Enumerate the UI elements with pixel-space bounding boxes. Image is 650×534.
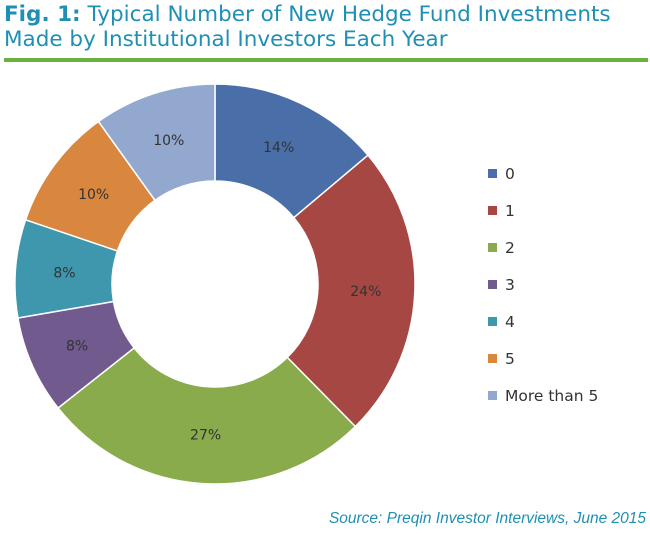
- legend-item: 5: [488, 340, 648, 377]
- legend-item: More than 5: [488, 377, 648, 414]
- legend-item: 4: [488, 303, 648, 340]
- slice-2: [57, 346, 357, 485]
- legend-label: 4: [505, 312, 515, 331]
- legend-item: 3: [488, 266, 648, 303]
- legend-swatch: [488, 280, 497, 289]
- legend-label: 0: [505, 164, 515, 183]
- legend-label: More than 5: [505, 386, 599, 405]
- legend-label: 3: [505, 275, 515, 294]
- data-label-4: 8%: [53, 265, 75, 281]
- legend-item: 1: [488, 192, 648, 229]
- legend-label: 1: [505, 201, 515, 220]
- legend-label: 2: [505, 238, 515, 257]
- legend-swatch: [488, 243, 497, 252]
- figure-label: Fig. 1:: [4, 2, 81, 27]
- legend: 0 1 2 3 4 5 More than 5: [488, 155, 648, 414]
- legend-item: 2: [488, 229, 648, 266]
- legend-swatch: [488, 391, 497, 400]
- data-label-2: 27%: [190, 428, 221, 444]
- legend-swatch: [488, 169, 497, 178]
- source-note: Source: Preqin Investor Interviews, June…: [328, 510, 646, 527]
- slice-1: [286, 154, 416, 428]
- chart-title: Fig. 1: Typical Number of New Hedge Fund…: [4, 2, 644, 52]
- data-label-1: 24%: [350, 284, 381, 300]
- legend-swatch: [488, 317, 497, 326]
- data-label-5: 10%: [78, 187, 109, 203]
- title-text: Typical Number of New Hedge Fund Investm…: [4, 2, 611, 52]
- legend-item: 0: [488, 155, 648, 192]
- legend-swatch: [488, 354, 497, 363]
- data-label-0: 14%: [263, 140, 294, 156]
- slice-more-than-5: [97, 83, 216, 202]
- data-label-3: 8%: [66, 339, 88, 355]
- title-divider: [4, 58, 648, 62]
- data-label-more-than-5: 10%: [153, 133, 184, 149]
- legend-label: 5: [505, 349, 515, 368]
- legend-swatch: [488, 206, 497, 215]
